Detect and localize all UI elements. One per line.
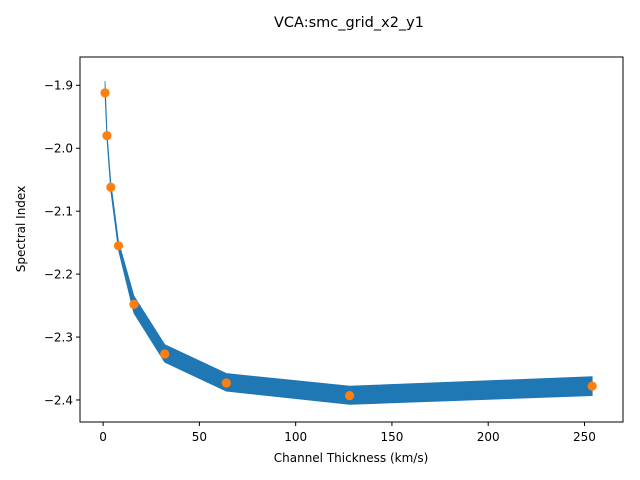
x-tick-label: 150: [380, 430, 403, 444]
x-tick-label: 250: [573, 430, 596, 444]
x-axis: 0 50 100 150 200 250: [99, 422, 596, 444]
y-tick-label: −2.4: [44, 393, 73, 407]
y-tick-label: −2.3: [44, 330, 73, 344]
data-point: [160, 349, 170, 359]
data-point: [344, 390, 355, 401]
y-tick-label: −2.0: [44, 142, 73, 156]
data-point: [587, 381, 597, 391]
y-tick-label: −2.2: [44, 267, 73, 281]
x-tick-label: 200: [477, 430, 500, 444]
data-point: [129, 299, 139, 309]
y-tick-label: −2.1: [44, 204, 73, 218]
data-point: [221, 378, 231, 388]
x-axis-label: Channel Thickness (km/s): [274, 451, 429, 465]
y-axis-label: Spectral Index: [14, 186, 28, 272]
x-tick-label: 50: [192, 430, 207, 444]
data-point: [102, 131, 112, 141]
y-axis: −2.4 −2.3 −2.2 −2.1 −2.0 −1.9: [44, 79, 80, 407]
x-tick-label: 100: [284, 430, 307, 444]
data-point: [113, 241, 124, 251]
axes-frame: [79, 56, 624, 423]
y-tick-label: −1.9: [44, 79, 73, 93]
data-point: [100, 88, 110, 98]
x-tick-label: 0: [99, 430, 107, 444]
chart-title: VCA:smc_grid_x2_y1: [274, 15, 424, 31]
data-point: [106, 182, 116, 192]
plot-area: [100, 80, 597, 405]
